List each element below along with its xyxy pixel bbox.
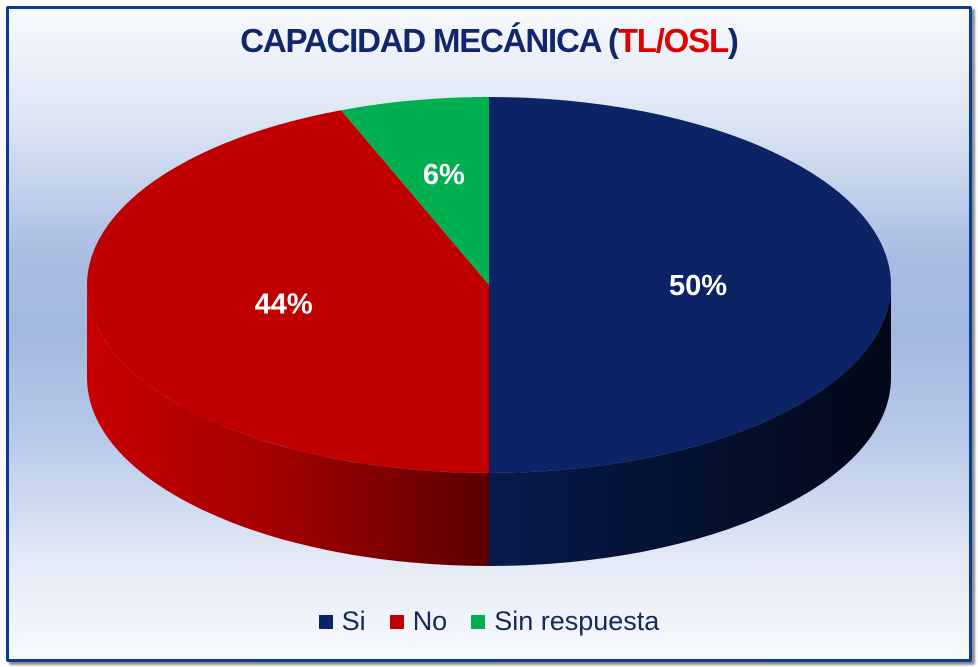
pie-slice-sin-respuesta: [341, 97, 489, 285]
legend-item-sin-respuesta: Sin respuesta: [471, 606, 659, 637]
legend-label-si: Si: [341, 606, 366, 636]
legend-label-sin-respuesta: Sin respuesta: [494, 606, 660, 636]
pie-slice-no: [86, 110, 490, 473]
legend-swatch-sin-respuesta: [471, 614, 486, 629]
legend-swatch-no: [389, 614, 404, 629]
chart-title: CAPACIDAD MECÁNICA (TL/OSL): [0, 22, 978, 60]
legend-swatch-si: [318, 614, 333, 629]
legend-label-no: No: [412, 606, 448, 636]
pie-side-no: [87, 285, 489, 566]
legend-item-si: Si: [318, 606, 366, 637]
chart-title-main: CAPACIDAD MECÁNICA (: [240, 22, 619, 59]
data-label-si: 50%: [669, 270, 727, 302]
pie-slice-si: [489, 97, 891, 473]
chart-title-accent: TL/OSL: [617, 22, 729, 59]
chart-title-end: ): [727, 22, 739, 59]
data-label-no: 44%: [255, 288, 313, 320]
data-label-sin-respuesta: 6%: [423, 159, 465, 191]
pie-side-si: [489, 285, 891, 566]
legend-item-no: No: [389, 606, 448, 637]
legend: Si No Sin respuesta: [0, 606, 978, 637]
